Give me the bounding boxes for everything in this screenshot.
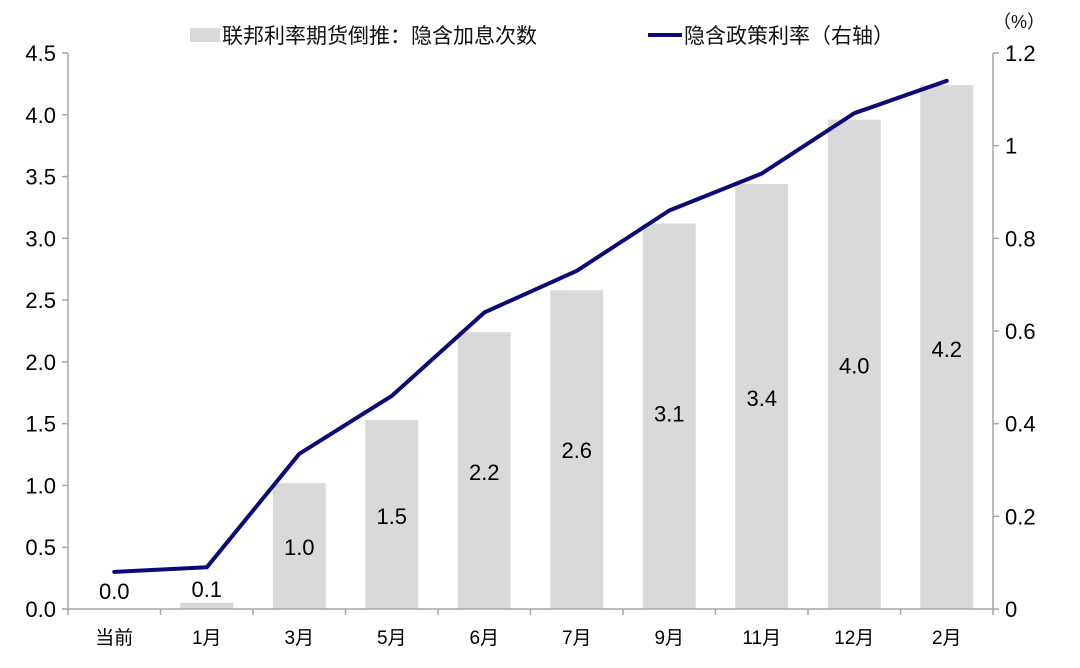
x-tick-label: 7月 (562, 628, 592, 649)
right-tick-label: 0 (1005, 597, 1017, 622)
left-tick-label: 0.0 (25, 597, 56, 622)
bar-data-label: 0.0 (99, 579, 130, 604)
bar-data-label: 4.2 (931, 337, 962, 362)
series-line (114, 81, 947, 572)
bar-data-label: 0.1 (191, 577, 222, 602)
bar-data-label: 3.4 (746, 386, 777, 411)
bar-data-label: 2.6 (561, 438, 592, 463)
left-tick-label: 4.5 (25, 41, 56, 66)
x-tick-label: 6月 (469, 628, 499, 649)
right-tick-label: 0.8 (1005, 226, 1036, 251)
legend-bar-label: 联邦利率期货倒推：隐含加息次数 (222, 20, 537, 50)
bar (180, 603, 233, 609)
left-tick-label: 4.0 (25, 103, 56, 128)
left-tick-label: 0.5 (25, 535, 56, 560)
right-tick-label: 0.6 (1005, 319, 1036, 344)
right-tick-label: 1 (1005, 134, 1017, 159)
x-tick-label: 9月 (654, 628, 684, 649)
left-tick-label: 3.0 (25, 226, 56, 251)
bar-data-label: 1.5 (376, 504, 407, 529)
left-tick-label: 2.0 (25, 350, 56, 375)
x-tick-label: 3月 (284, 628, 314, 649)
legend-line-label: 隐含政策利率（右轴） (684, 20, 894, 50)
bar-data-label: 3.1 (654, 402, 685, 427)
left-tick-label: 1.0 (25, 473, 56, 498)
bar-data-label: 1.0 (284, 535, 315, 560)
bar-data-label: 4.0 (839, 354, 870, 379)
line-layer (114, 81, 947, 572)
legend-bar-swatch (190, 28, 220, 42)
bars-layer (180, 85, 973, 609)
right-tick-label: 0.2 (1005, 504, 1036, 529)
x-tick-label: 12月 (834, 628, 874, 649)
x-tick-label: 当前 (95, 627, 133, 649)
right-tick-label: 0.4 (1005, 412, 1036, 437)
left-tick-label: 3.5 (25, 165, 56, 190)
left-tick-label: 1.5 (25, 412, 56, 437)
legend-line-series: 隐含政策利率（右轴） (648, 18, 894, 52)
bar-data-label: 2.2 (469, 460, 500, 485)
x-tick-label: 2月 (932, 628, 962, 649)
legend-bar-series: 联邦利率期货倒推：隐含加息次数 (190, 18, 537, 52)
legend-line-swatch (648, 33, 682, 37)
axes-layer: 0.0 0.5 1.0 1.5 2.0 2.5 3.0 3.5 4.0 4.5 0 0.2 0.4 0.6… (25, 41, 1035, 649)
right-axis-unit: （%） (993, 8, 1045, 34)
left-tick-label: 2.5 (25, 288, 56, 313)
right-tick-label: 1.2 (1005, 41, 1036, 66)
x-tick-label: 5月 (377, 628, 407, 649)
x-tick-label: 11月 (742, 628, 781, 649)
x-tick-label: 1月 (192, 628, 222, 649)
